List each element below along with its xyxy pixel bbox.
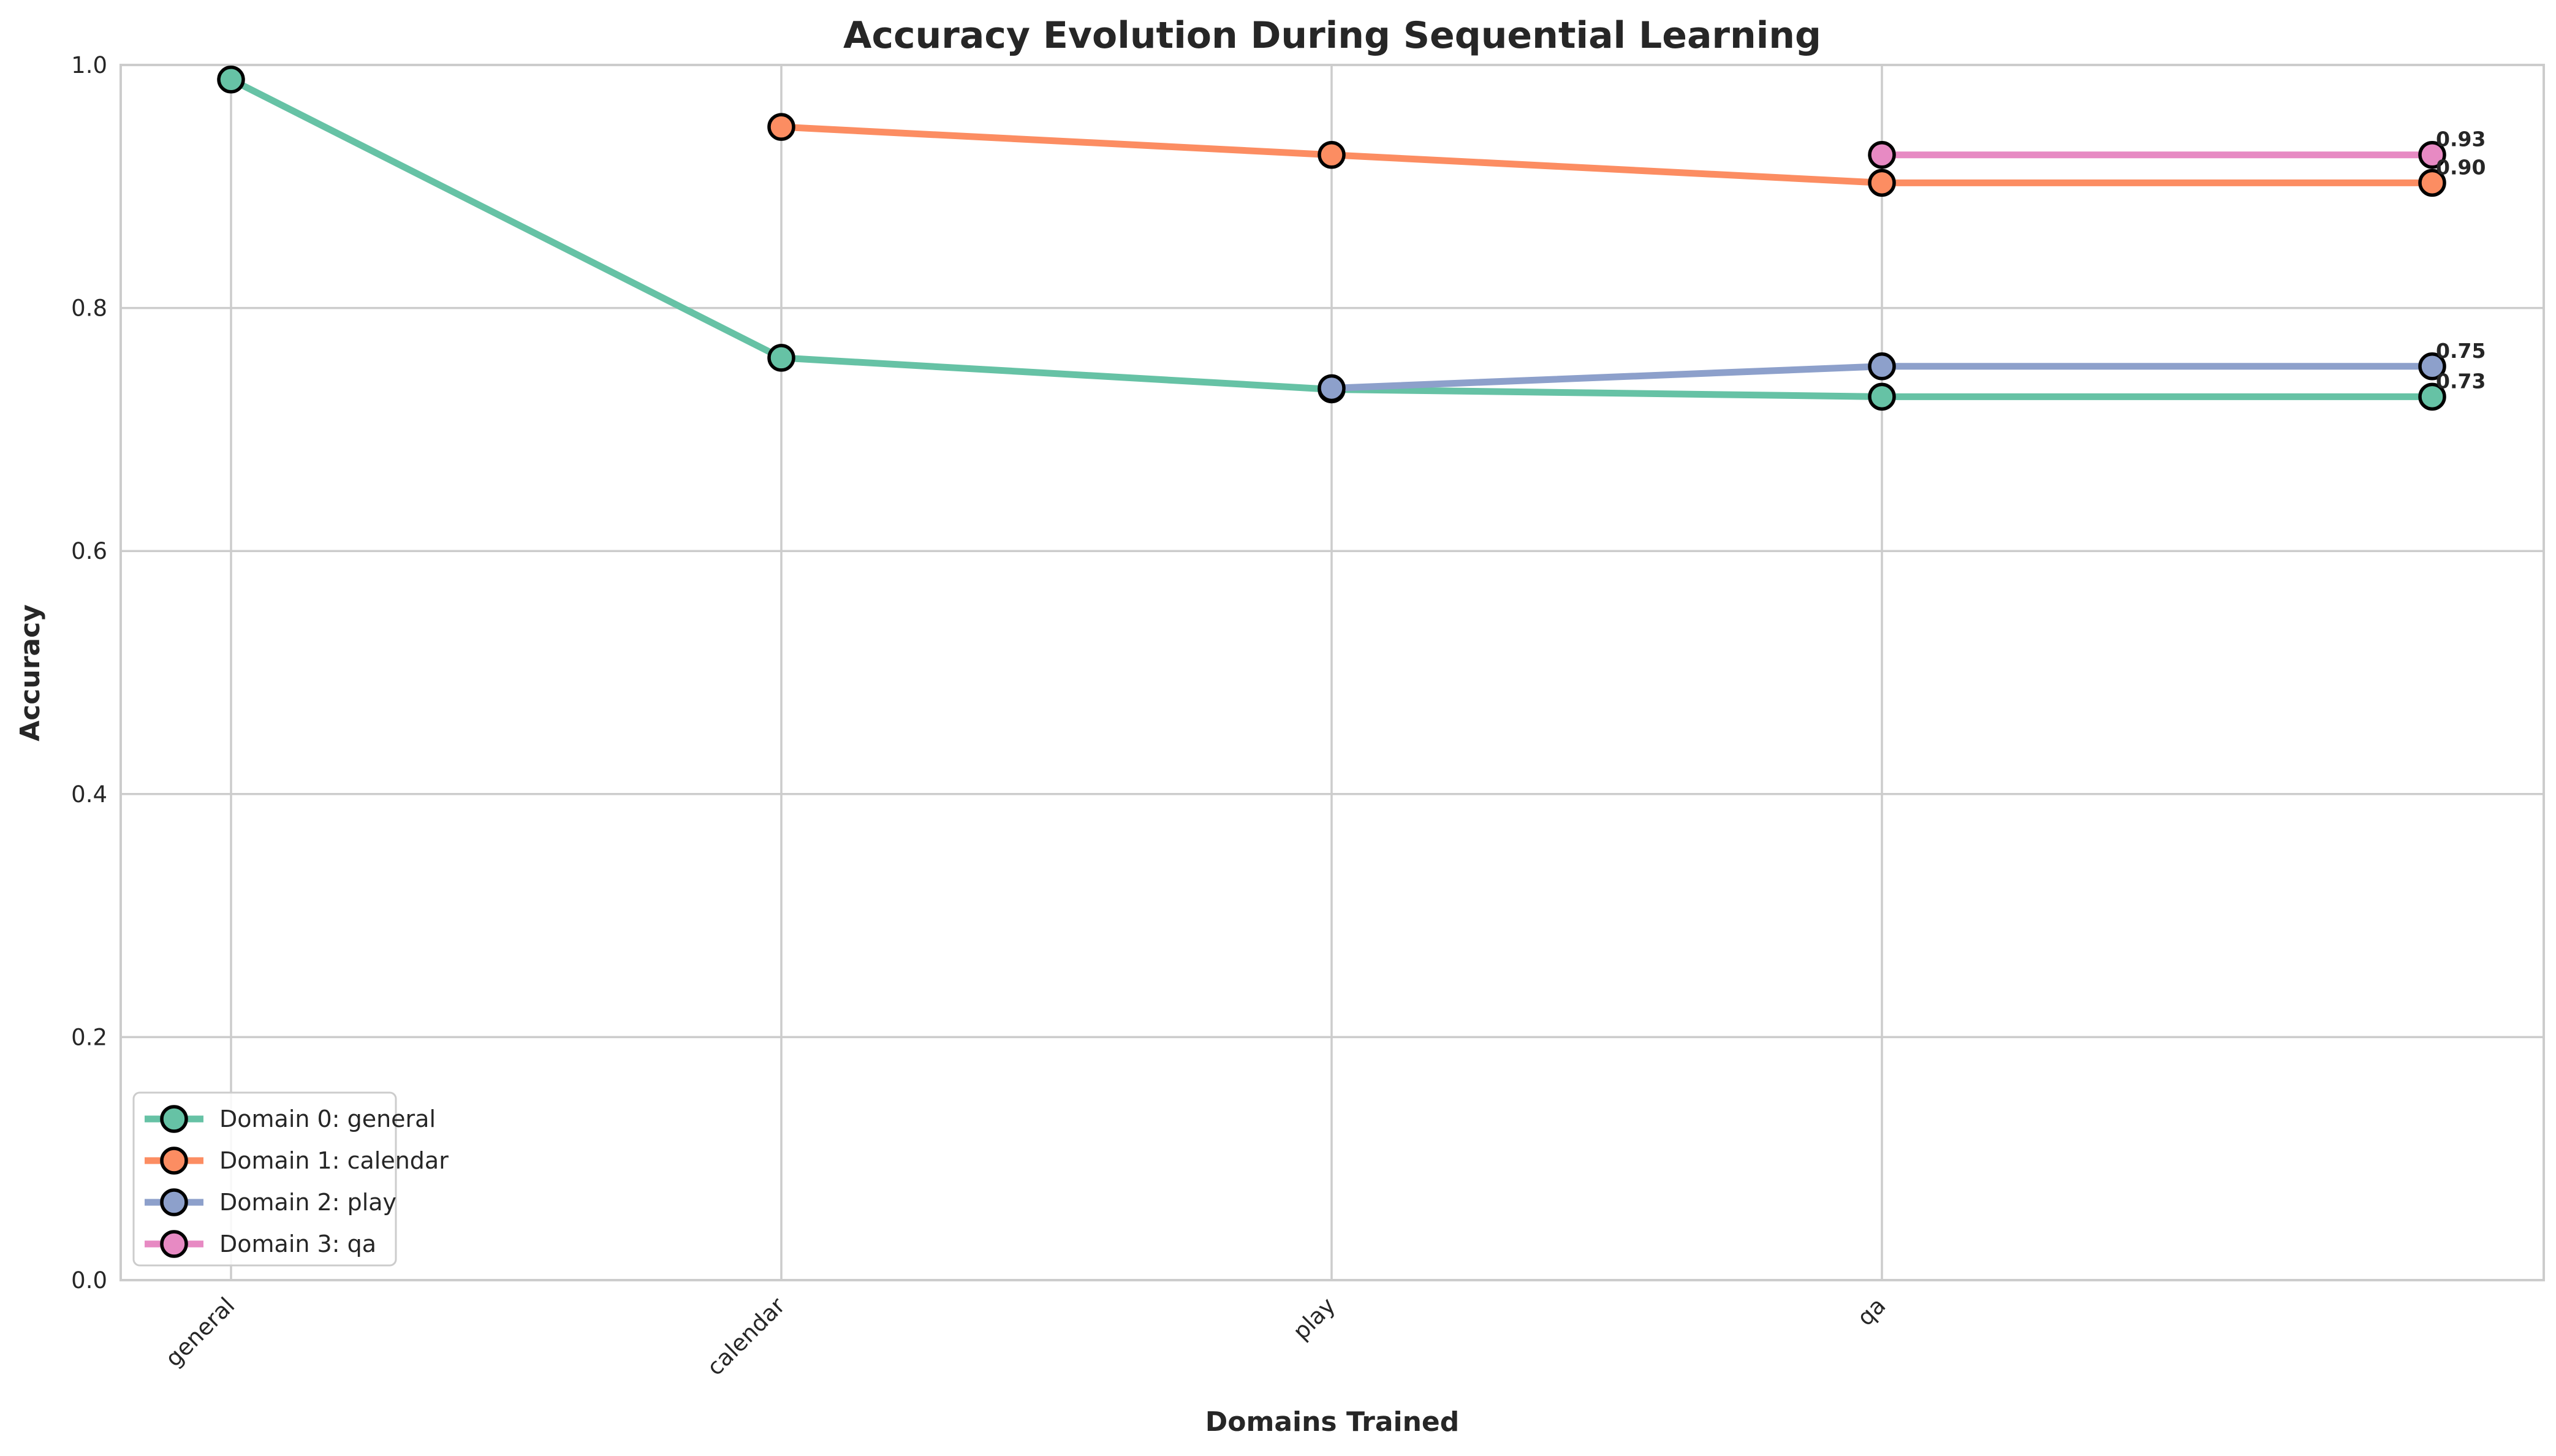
data-point[interactable] [767, 113, 795, 141]
grid-layer [121, 64, 2544, 1281]
data-point[interactable] [1318, 374, 1346, 403]
end-value-label: 0.93 [2436, 127, 2486, 151]
data-point[interactable] [1868, 140, 1896, 169]
legend-entry[interactable]: Domain 0: general [145, 1105, 436, 1133]
chart-legend[interactable]: Domain 0: general Domain 1: calendar Domai… [132, 1091, 449, 1267]
end-value-label: 0.73 [2436, 369, 2486, 393]
legend-box [132, 1091, 397, 1267]
data-point[interactable] [1868, 169, 1896, 197]
y-tick-label: 0.6 [71, 538, 107, 564]
data-point[interactable] [1318, 140, 1346, 169]
x-tick-label: calendar [702, 1292, 791, 1381]
legend-entry[interactable]: Domain 2: play [145, 1188, 396, 1216]
data-label-layer: 0.73 0.90 0.75 0.93 [2436, 127, 2486, 393]
end-value-label: 0.75 [2436, 339, 2486, 363]
plot-area-frame [119, 64, 2545, 1281]
legend-label: Domain 1: calendar [219, 1147, 449, 1174]
x-tick-label: general [161, 1292, 240, 1372]
data-point[interactable] [2418, 352, 2446, 381]
x-axis-label: Domains Trained [1205, 1406, 1460, 1438]
legend-marker [160, 1105, 188, 1133]
series-3 [1868, 140, 2446, 169]
data-point[interactable] [217, 66, 245, 94]
data-point[interactable] [767, 344, 795, 372]
legend-entry[interactable]: Domain 3: qa [145, 1230, 376, 1258]
series-layer [217, 66, 2446, 411]
y-tick-label: 0.0 [71, 1267, 107, 1294]
y-tick-label: 1.0 [71, 52, 107, 78]
data-point[interactable] [2418, 140, 2446, 169]
data-point[interactable] [1868, 352, 1896, 381]
data-point[interactable] [2418, 382, 2446, 411]
legend-entry[interactable]: Domain 1: calendar [145, 1147, 449, 1175]
chart-title: Accuracy Evolution During Sequential Lea… [843, 14, 1821, 57]
legend-label: Domain 2: play [219, 1189, 396, 1216]
legend-marker [160, 1147, 188, 1175]
end-value-label: 0.90 [2436, 155, 2486, 179]
x-tick-label: qa [1852, 1292, 1890, 1331]
legend-items: Domain 0: general Domain 1: calendar Domai… [145, 1105, 449, 1258]
y-axis-label: Accuracy [15, 604, 46, 741]
data-point[interactable] [2418, 169, 2446, 197]
legend-marker [160, 1188, 188, 1216]
legend-marker [160, 1230, 188, 1258]
y-tick-label: 0.8 [71, 295, 107, 322]
legend-label: Domain 0: general [219, 1105, 436, 1132]
series-2 [1318, 352, 2446, 403]
series-line [778, 123, 2436, 186]
x-tick-label: play [1288, 1292, 1341, 1345]
data-point[interactable] [1868, 382, 1896, 411]
series-1 [767, 113, 2446, 197]
y-tick-label: 0.4 [71, 781, 107, 808]
y-tick-label: 0.2 [71, 1024, 107, 1050]
legend-label: Domain 3: qa [219, 1230, 376, 1257]
